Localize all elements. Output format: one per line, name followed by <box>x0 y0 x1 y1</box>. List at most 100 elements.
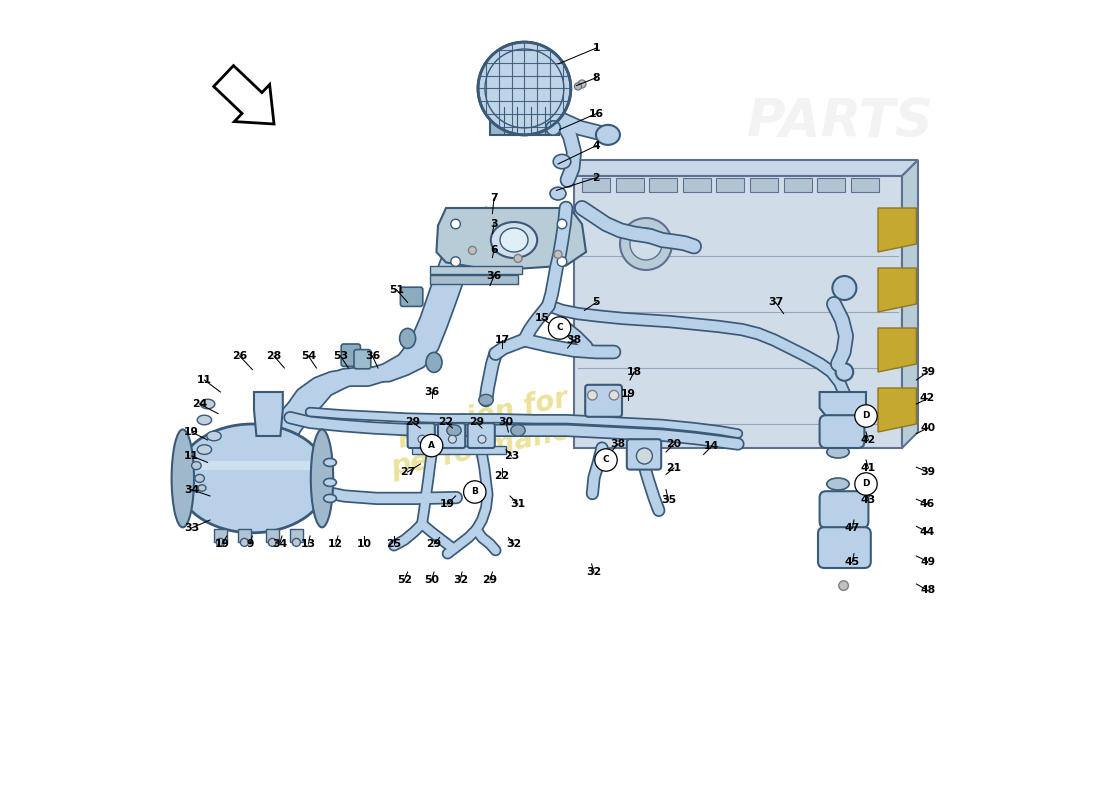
Ellipse shape <box>241 538 249 546</box>
Text: 35: 35 <box>661 495 676 505</box>
Text: 1: 1 <box>593 43 601 53</box>
Text: 29: 29 <box>483 575 497 585</box>
Ellipse shape <box>510 425 525 436</box>
Ellipse shape <box>827 416 849 429</box>
Polygon shape <box>878 388 916 432</box>
Ellipse shape <box>323 478 337 486</box>
Text: 42: 42 <box>861 435 876 445</box>
Text: 25: 25 <box>386 539 402 549</box>
Text: 3: 3 <box>491 219 498 229</box>
Polygon shape <box>616 178 644 192</box>
Ellipse shape <box>323 458 337 466</box>
Text: 18: 18 <box>627 367 641 377</box>
Text: 19: 19 <box>184 427 199 437</box>
FancyBboxPatch shape <box>818 527 871 568</box>
Circle shape <box>420 434 443 457</box>
Polygon shape <box>430 266 522 274</box>
Ellipse shape <box>620 218 672 270</box>
Text: 13: 13 <box>300 539 316 549</box>
Ellipse shape <box>469 246 476 254</box>
Text: 28: 28 <box>266 351 282 361</box>
FancyBboxPatch shape <box>408 423 435 448</box>
Text: 44: 44 <box>920 527 935 537</box>
Polygon shape <box>817 178 845 192</box>
Circle shape <box>549 317 571 339</box>
Polygon shape <box>188 461 317 470</box>
Ellipse shape <box>195 474 205 482</box>
Circle shape <box>595 449 617 471</box>
Text: 23: 23 <box>504 451 519 461</box>
Text: D: D <box>862 411 870 421</box>
Ellipse shape <box>197 445 211 454</box>
Polygon shape <box>750 178 778 192</box>
Text: D: D <box>862 479 870 489</box>
Text: 9: 9 <box>246 539 254 549</box>
Ellipse shape <box>609 390 619 400</box>
Polygon shape <box>783 178 812 192</box>
Ellipse shape <box>839 581 848 590</box>
Text: 15: 15 <box>535 314 550 323</box>
Ellipse shape <box>449 435 456 443</box>
Text: 22: 22 <box>494 471 509 481</box>
FancyBboxPatch shape <box>820 415 865 448</box>
Text: 29: 29 <box>427 539 441 549</box>
Text: 48: 48 <box>920 586 935 595</box>
Ellipse shape <box>399 328 416 349</box>
Text: C: C <box>557 323 563 333</box>
Text: 53: 53 <box>333 351 348 361</box>
FancyBboxPatch shape <box>585 385 622 417</box>
Text: 32: 32 <box>586 567 602 577</box>
Text: passion for
performance: passion for performance <box>382 382 590 482</box>
Ellipse shape <box>191 462 201 470</box>
Ellipse shape <box>514 254 522 262</box>
Ellipse shape <box>176 424 329 533</box>
Text: 8: 8 <box>593 73 601 82</box>
Polygon shape <box>820 392 866 416</box>
Text: 19: 19 <box>440 499 455 509</box>
Text: A: A <box>428 441 436 450</box>
Ellipse shape <box>630 228 662 260</box>
FancyBboxPatch shape <box>627 439 661 470</box>
Polygon shape <box>574 160 918 176</box>
Text: 12: 12 <box>328 539 343 549</box>
Text: 22: 22 <box>439 418 453 427</box>
Polygon shape <box>266 529 278 542</box>
Text: 5: 5 <box>593 298 601 307</box>
Text: 39: 39 <box>920 467 935 477</box>
Circle shape <box>463 481 486 503</box>
Polygon shape <box>683 178 711 192</box>
Text: 38: 38 <box>610 439 626 449</box>
Polygon shape <box>902 160 918 448</box>
Ellipse shape <box>200 399 214 409</box>
Text: 19: 19 <box>620 389 636 398</box>
Text: 30: 30 <box>498 418 514 427</box>
Ellipse shape <box>827 478 849 490</box>
Text: 32: 32 <box>453 575 468 585</box>
Text: PARTS: PARTS <box>747 96 934 148</box>
Text: 32: 32 <box>506 539 521 549</box>
Ellipse shape <box>836 363 854 381</box>
Text: 54: 54 <box>300 351 316 361</box>
Text: 27: 27 <box>400 467 415 477</box>
Text: C: C <box>603 455 609 465</box>
Ellipse shape <box>574 82 582 90</box>
Ellipse shape <box>546 121 560 135</box>
FancyBboxPatch shape <box>468 423 495 448</box>
Polygon shape <box>254 392 283 436</box>
Text: 46: 46 <box>920 499 935 509</box>
Text: 14: 14 <box>704 442 719 451</box>
Text: 16: 16 <box>588 109 604 118</box>
Text: 50: 50 <box>425 575 439 585</box>
Text: 17: 17 <box>494 335 509 345</box>
Text: 29: 29 <box>469 418 484 427</box>
Ellipse shape <box>558 219 566 229</box>
Ellipse shape <box>451 257 461 266</box>
Text: 39: 39 <box>920 367 935 377</box>
Text: 19: 19 <box>214 539 230 549</box>
Ellipse shape <box>451 219 461 229</box>
Text: 34: 34 <box>272 539 287 549</box>
Ellipse shape <box>550 187 566 200</box>
Circle shape <box>855 473 877 495</box>
FancyBboxPatch shape <box>400 287 422 306</box>
Polygon shape <box>412 446 506 454</box>
